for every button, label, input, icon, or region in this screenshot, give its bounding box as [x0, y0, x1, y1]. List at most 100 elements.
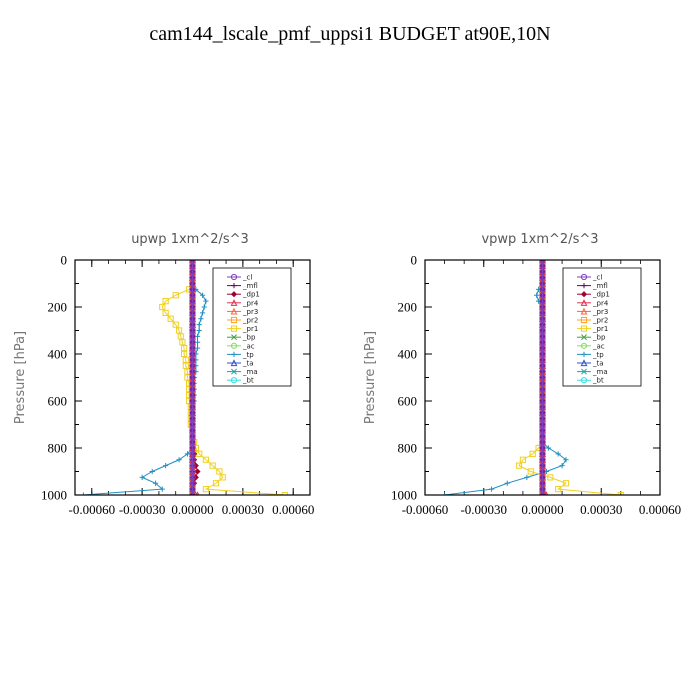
data-point: [545, 445, 551, 451]
plot-frame: [74, 259, 311, 496]
data-point: [209, 462, 216, 469]
legend-label: _bp: [592, 334, 606, 342]
data-point: [539, 403, 546, 410]
x-tick-label: 0.00000: [171, 502, 213, 517]
legend-marker: [231, 334, 237, 341]
legend-marker: [580, 342, 588, 349]
legend-marker: [230, 377, 238, 384]
y-tick-label: 0: [61, 253, 68, 268]
data-point: [534, 292, 540, 298]
legend-marker: [581, 283, 587, 289]
data-point: [539, 268, 546, 275]
data-point: [199, 292, 206, 298]
data-point: [199, 310, 206, 316]
data-point: [539, 427, 546, 434]
data-point: [189, 397, 196, 405]
data-point: [539, 474, 546, 481]
data-point: [539, 327, 546, 334]
data-point: [163, 463, 169, 469]
data-point: [189, 456, 196, 463]
legend-label: _pr3: [242, 308, 258, 316]
data-point: [539, 468, 546, 475]
data-point: [539, 450, 546, 457]
data-point: [172, 321, 179, 328]
y-tick-label: 800: [398, 441, 418, 456]
data-point: [539, 298, 546, 305]
data-point: [539, 415, 546, 422]
data-point: [539, 262, 546, 269]
legend-marker: [581, 334, 587, 341]
x-tick-label: 0.00000: [521, 502, 563, 517]
data-point: [189, 362, 196, 369]
data-point: [181, 350, 188, 358]
legend-marker: [581, 351, 587, 357]
legend-label: _tp: [592, 351, 604, 359]
data-point: [189, 444, 196, 452]
legend-marker: [580, 325, 588, 332]
data-point: [189, 333, 196, 340]
data-point: [189, 345, 196, 352]
x-tick-label: -0.00060: [68, 502, 115, 517]
figure-title: cam144_lscale_pmf_uppsi1 BUDGET at90E,10…: [149, 23, 550, 45]
data-point: [189, 480, 196, 487]
data-point: [189, 462, 196, 469]
data-point: [80, 492, 86, 495]
x-tick-label: 0.00030: [580, 502, 622, 517]
data-point: [189, 262, 196, 269]
data-point: [519, 456, 527, 463]
y-tick-label: 0: [411, 253, 418, 268]
data-point: [162, 309, 169, 316]
data-point: [189, 368, 196, 375]
data-point: [189, 268, 196, 275]
y-axis-label: Pressure [hPa]: [363, 331, 378, 424]
legend: _cl_mfl_dp1_pr4_pr3_pr2_pr1_bp_ac_tp_ta_…: [212, 267, 292, 387]
x-tick-label: -0.00030: [460, 502, 507, 517]
legend-label: _ac: [592, 342, 605, 350]
data-point: [539, 333, 546, 340]
data-point: [539, 321, 546, 328]
legend-marker: [231, 351, 237, 357]
data-point: [189, 260, 196, 264]
y-tick-label: 600: [48, 394, 68, 409]
data-point: [539, 260, 546, 264]
x-tick-label: 0.00060: [639, 502, 681, 517]
data-point: [189, 433, 196, 440]
panel-title: upwp 1xm^2/s^3: [131, 232, 249, 247]
data-point: [539, 350, 546, 358]
data-point: [539, 409, 546, 416]
data-point: [189, 386, 196, 393]
legend-label: _ma: [242, 368, 258, 376]
data-point: [539, 421, 546, 428]
legend-box: [212, 267, 292, 387]
data-point: [563, 457, 569, 463]
data-point: [555, 486, 562, 493]
y-tick-label: 200: [48, 300, 68, 315]
x-tick-label: 0.00030: [222, 502, 264, 517]
data-point: [192, 474, 199, 481]
data-point: [189, 468, 196, 475]
data-point: [539, 374, 546, 381]
data-point: [189, 486, 196, 493]
data-point: [562, 480, 570, 487]
legend-label: _ma: [592, 368, 608, 376]
data-point: [189, 339, 196, 346]
legend-marker: [230, 273, 238, 281]
data-point: [515, 462, 523, 469]
data-point: [529, 450, 536, 457]
plot-frame: [424, 259, 661, 496]
data-point: [539, 433, 546, 440]
data-point: [196, 327, 202, 334]
legend-marker: [231, 368, 237, 375]
data-point: [189, 356, 196, 363]
x-tick-label: -0.00060: [402, 502, 449, 517]
data-point: [539, 280, 546, 287]
data-point: [189, 439, 196, 446]
data-point: [189, 274, 196, 281]
legend-label: _tp: [242, 351, 254, 359]
data-point: [189, 409, 196, 416]
data-point: [189, 321, 196, 328]
data-point: [194, 345, 201, 351]
data-point: [539, 362, 546, 369]
legend-marker: [230, 291, 238, 298]
